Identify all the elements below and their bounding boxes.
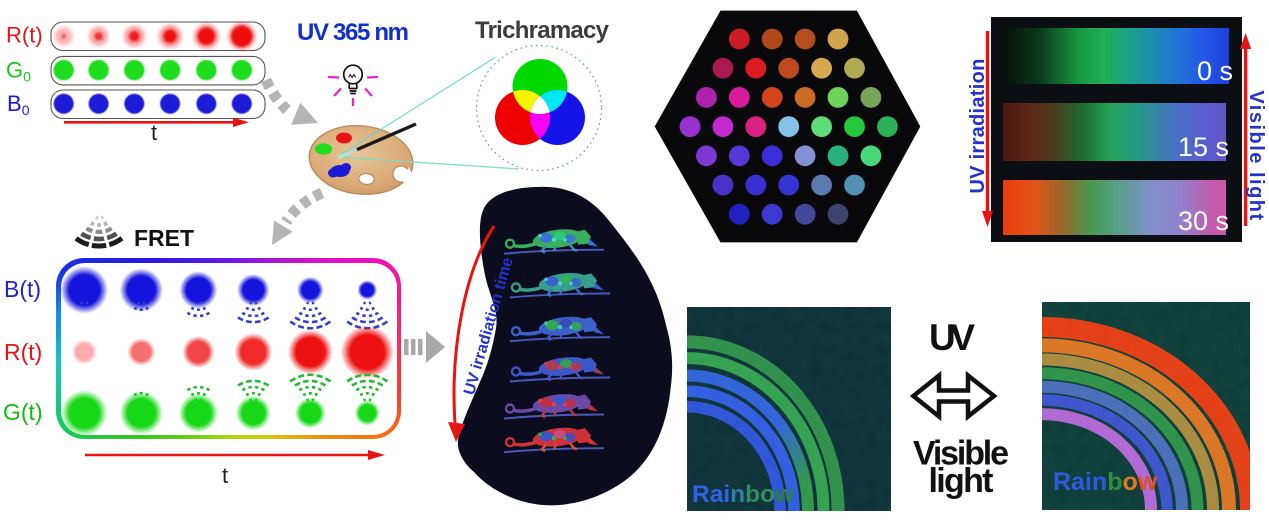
svg-text:G0: G0	[6, 58, 31, 85]
svg-text:30 s: 30 s	[1178, 206, 1229, 236]
svg-text:Rainbow: Rainbow	[692, 481, 795, 508]
svg-text:Visible light: Visible light	[1245, 90, 1267, 221]
svg-text:15 s: 15 s	[1178, 132, 1229, 162]
svg-text:Rainbow: Rainbow	[1053, 468, 1158, 496]
svg-text:R(t): R(t)	[6, 23, 43, 48]
svg-text:0 s: 0 s	[1197, 56, 1233, 86]
svg-text:B(t): B(t)	[4, 276, 41, 302]
svg-text:UV irradiation: UV irradiation	[967, 58, 989, 193]
svg-text:UV 365 nm: UV 365 nm	[297, 19, 409, 46]
svg-text:G(t): G(t)	[3, 399, 43, 425]
svg-text:t: t	[222, 463, 228, 488]
svg-text:FRET: FRET	[134, 225, 194, 251]
svg-text:R(t): R(t)	[4, 339, 42, 365]
svg-text:Trichramacy: Trichramacy	[475, 17, 610, 44]
svg-text:B0: B0	[7, 91, 30, 118]
svg-text:Visible: Visible	[913, 435, 1009, 473]
svg-text:light: light	[929, 462, 994, 500]
svg-text:UV: UV	[929, 317, 975, 358]
svg-text:t: t	[151, 120, 157, 145]
